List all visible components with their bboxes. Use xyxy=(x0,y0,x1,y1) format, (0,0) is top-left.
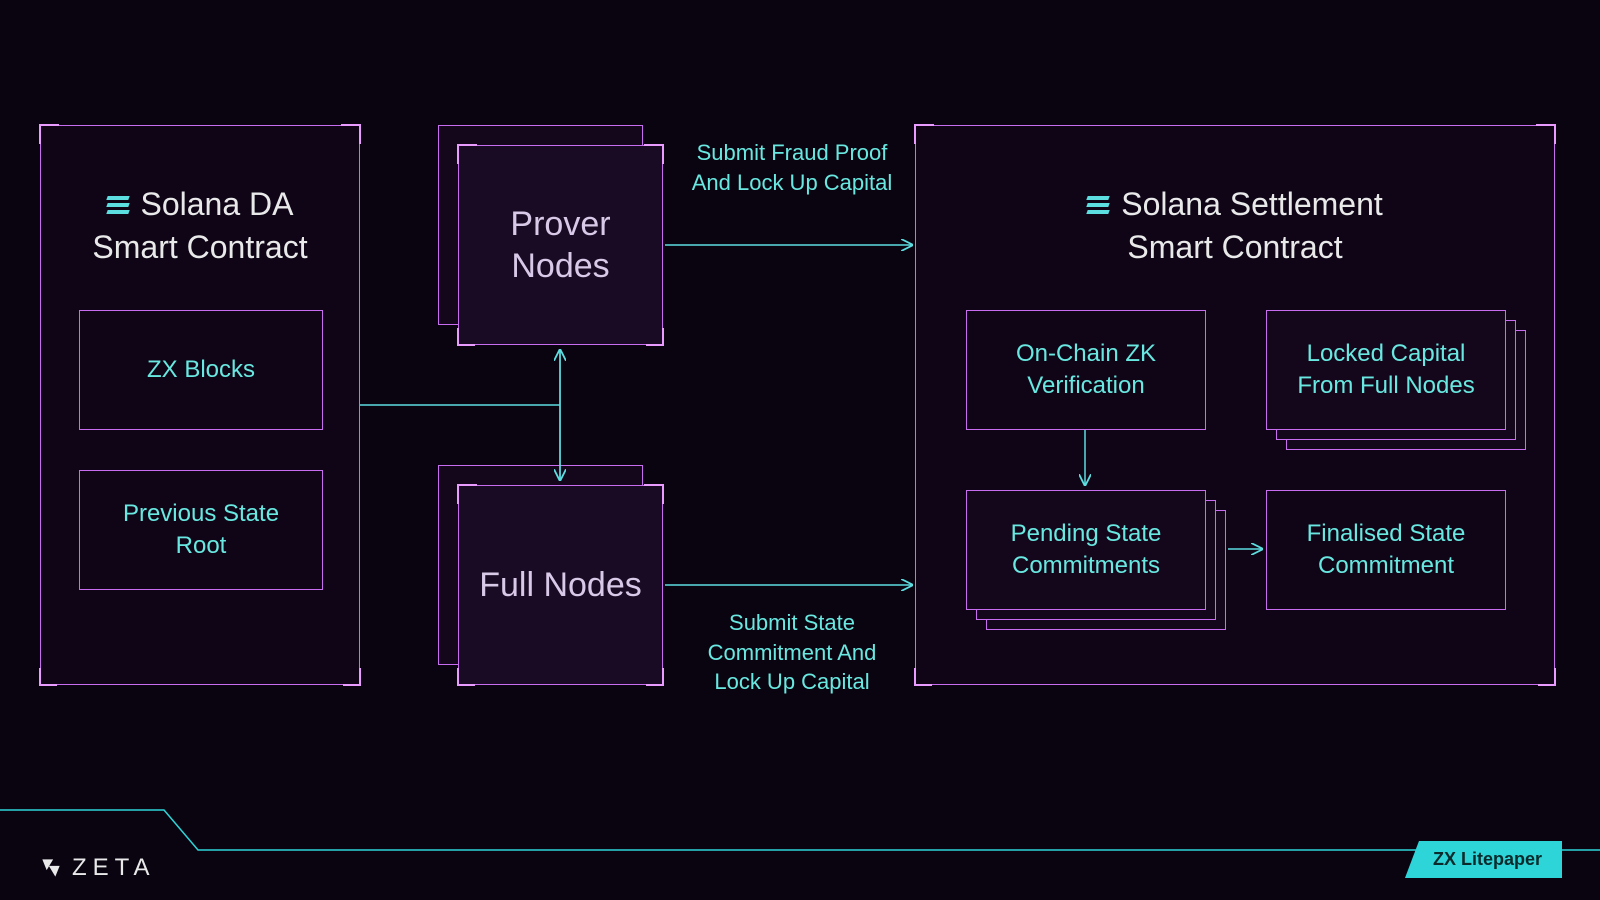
settlement-title-line2: Smart Contract xyxy=(1127,229,1342,266)
litepaper-badge: ZX Litepaper xyxy=(1405,841,1562,878)
solana-da-title: Solana DA Smart Contract Solana DA Smart… xyxy=(41,186,359,266)
footer: ZETA ZX Litepaper xyxy=(0,830,1600,900)
solana-icon xyxy=(1087,196,1109,214)
edge-label-full: Submit State Commitment And Lock Up Capi… xyxy=(682,608,902,697)
settlement-title-line1: Solana Settlement xyxy=(1121,186,1383,223)
finalised-commitment-box: Finalised State Commitment xyxy=(1266,490,1506,610)
solana-settlement-box: Solana Settlement Smart Contract Solana … xyxy=(915,125,1555,685)
zx-blocks-box: ZX Blocks xyxy=(79,310,323,430)
prover-nodes-label: Prover Nodes xyxy=(459,203,662,288)
solana-da-title-line1: Solana DA xyxy=(141,186,294,223)
solana-da-contract-box: Solana DA Smart Contract Solana DA Smart… xyxy=(40,125,360,685)
settlement-title: Solana Settlement Smart Contract Solana … xyxy=(916,186,1554,266)
zeta-logo: ZETA xyxy=(38,854,156,882)
pending-commitments-box: Pending State Commitments xyxy=(966,490,1206,610)
zk-verification-box: On-Chain ZK Verification xyxy=(966,310,1206,430)
brand-text: ZETA xyxy=(72,854,156,882)
solana-da-title-line2: Smart Contract xyxy=(92,229,307,266)
previous-state-root-box: Previous State Root xyxy=(79,470,323,590)
solana-icon xyxy=(107,196,129,214)
locked-capital-box: Locked Capital From Full Nodes xyxy=(1266,310,1506,430)
full-nodes-label: Full Nodes xyxy=(479,564,642,607)
edge-label-prover: Submit Fraud Proof And Lock Up Capital xyxy=(682,138,902,197)
zeta-logo-icon xyxy=(38,855,64,881)
architecture-diagram: Solana DA Smart Contract Solana DA Smart… xyxy=(0,0,1600,900)
